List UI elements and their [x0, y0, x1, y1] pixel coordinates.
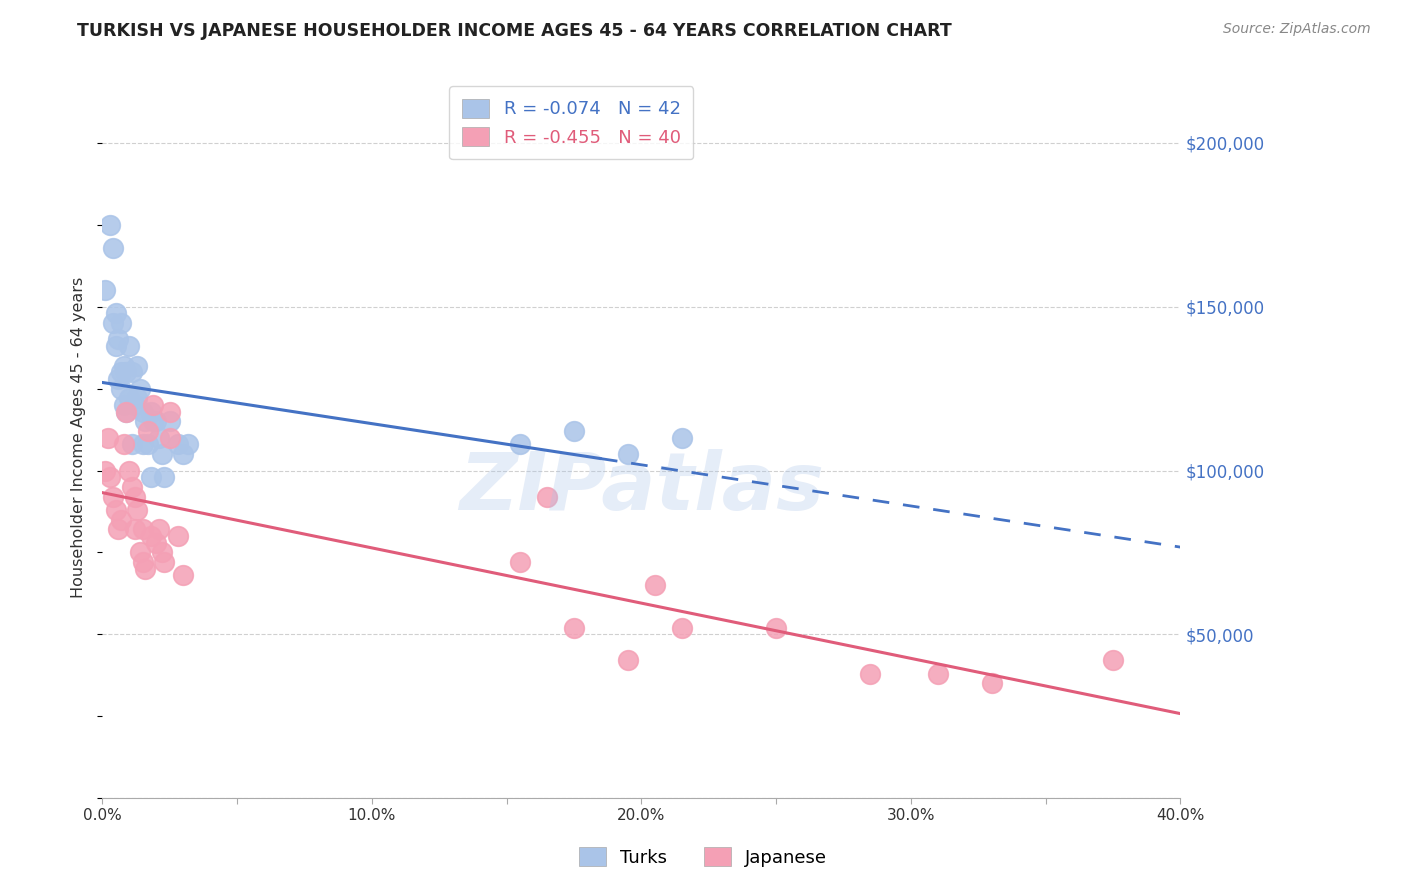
Point	[153, 555, 176, 569]
Point	[139, 470, 162, 484]
Point	[115, 365, 138, 379]
Point	[159, 414, 181, 428]
Point	[617, 653, 640, 667]
Point	[136, 437, 159, 451]
Point	[765, 621, 787, 635]
Point	[509, 555, 531, 569]
Point	[97, 431, 120, 445]
Point	[104, 339, 127, 353]
Point	[562, 424, 585, 438]
Point	[127, 392, 149, 406]
Point	[131, 523, 153, 537]
Point	[112, 398, 135, 412]
Point	[142, 414, 165, 428]
Point	[107, 523, 129, 537]
Legend: R = -0.074   N = 42, R = -0.455   N = 40: R = -0.074 N = 42, R = -0.455 N = 40	[450, 87, 693, 160]
Point	[110, 365, 132, 379]
Point	[927, 666, 949, 681]
Point	[101, 490, 124, 504]
Text: ZIPatlas: ZIPatlas	[458, 450, 824, 527]
Point	[562, 621, 585, 635]
Point	[159, 431, 181, 445]
Point	[134, 414, 156, 428]
Text: TURKISH VS JAPANESE HOUSEHOLDER INCOME AGES 45 - 64 YEARS CORRELATION CHART: TURKISH VS JAPANESE HOUSEHOLDER INCOME A…	[77, 22, 952, 40]
Text: Source: ZipAtlas.com: Source: ZipAtlas.com	[1223, 22, 1371, 37]
Point	[136, 424, 159, 438]
Point	[134, 562, 156, 576]
Point	[115, 404, 138, 418]
Legend: Turks, Japanese: Turks, Japanese	[572, 840, 834, 874]
Point	[115, 404, 138, 418]
Point	[859, 666, 882, 681]
Point	[118, 339, 141, 353]
Point	[101, 316, 124, 330]
Point	[1102, 653, 1125, 667]
Point	[980, 676, 1002, 690]
Point	[177, 437, 200, 451]
Point	[124, 490, 146, 504]
Point	[139, 529, 162, 543]
Point	[98, 470, 121, 484]
Point	[121, 437, 143, 451]
Y-axis label: Householder Income Ages 45 - 64 years: Householder Income Ages 45 - 64 years	[72, 277, 86, 599]
Point	[98, 218, 121, 232]
Point	[172, 568, 194, 582]
Point	[124, 398, 146, 412]
Point	[536, 490, 558, 504]
Point	[127, 359, 149, 373]
Point	[139, 404, 162, 418]
Point	[104, 306, 127, 320]
Point	[118, 463, 141, 477]
Point	[127, 503, 149, 517]
Point	[107, 333, 129, 347]
Point	[110, 316, 132, 330]
Point	[166, 437, 188, 451]
Point	[131, 555, 153, 569]
Point	[94, 463, 117, 477]
Point	[121, 365, 143, 379]
Point	[142, 398, 165, 412]
Point	[671, 431, 693, 445]
Point	[104, 503, 127, 517]
Point	[129, 382, 152, 396]
Point	[166, 529, 188, 543]
Point	[121, 480, 143, 494]
Point	[150, 545, 173, 559]
Point	[129, 545, 152, 559]
Point	[153, 470, 176, 484]
Point	[131, 437, 153, 451]
Point	[131, 404, 153, 418]
Point	[101, 241, 124, 255]
Point	[644, 578, 666, 592]
Point	[172, 447, 194, 461]
Point	[94, 284, 117, 298]
Point	[617, 447, 640, 461]
Point	[112, 359, 135, 373]
Point	[150, 447, 173, 461]
Point	[159, 404, 181, 418]
Point	[671, 621, 693, 635]
Point	[145, 535, 167, 549]
Point	[148, 523, 170, 537]
Point	[112, 437, 135, 451]
Point	[110, 513, 132, 527]
Point	[118, 392, 141, 406]
Point	[509, 437, 531, 451]
Point	[124, 523, 146, 537]
Point	[110, 382, 132, 396]
Point	[107, 372, 129, 386]
Point	[145, 414, 167, 428]
Point	[148, 431, 170, 445]
